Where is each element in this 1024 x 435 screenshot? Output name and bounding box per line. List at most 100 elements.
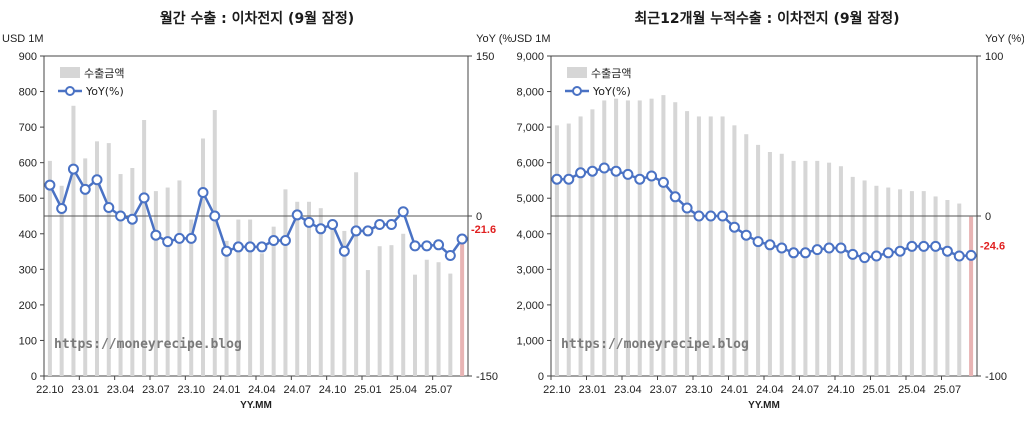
yoy-point [385, 219, 397, 231]
x-tick-label: 24.07 [283, 384, 311, 396]
yoy-point [930, 240, 942, 252]
export-value-bar [236, 219, 241, 376]
yoy-point [740, 229, 752, 241]
yoy-point [268, 235, 280, 247]
x-tick-label: 23.01 [71, 384, 99, 396]
legend-bar-label: 수출금액 [84, 67, 124, 80]
x-tick-label: 23.10 [685, 384, 713, 396]
y-left-tick-label: 500 [19, 193, 37, 205]
export-value-bar [460, 241, 465, 376]
export-value-bar [945, 200, 950, 376]
y-left-tick-label: 600 [19, 158, 37, 170]
yoy-point [563, 173, 575, 185]
chart-title: 최근12개월 누적수출 : 이차전지 (9월 잠정) [634, 10, 899, 27]
y-right-unit-label: YoY (%) [476, 33, 512, 45]
last-yoy-label: -24.6 [980, 240, 1005, 252]
yoy-point [906, 240, 918, 252]
yoy-point [693, 210, 705, 222]
yoy-point [575, 167, 587, 179]
export-value-bar [625, 100, 630, 376]
legend-line-label: YoY(%) [85, 85, 124, 98]
yoy-point [788, 247, 800, 259]
yoy-point [681, 202, 693, 214]
export-value-bar [720, 116, 725, 376]
y-left-tick-label: 900 [19, 51, 37, 63]
watermark-text: https://moneyrecipe.blog [561, 337, 749, 352]
yoy-point [79, 183, 91, 195]
y-left-tick-label: 200 [19, 300, 37, 312]
yoy-point [811, 244, 823, 256]
yoy-point [965, 249, 977, 261]
x-axis-label: YY.MM [240, 400, 272, 411]
x-tick-label: 25.04 [898, 384, 926, 396]
yoy-point [705, 210, 717, 222]
x-tick-label: 22.10 [36, 384, 64, 396]
yoy-point [752, 236, 764, 248]
export-value-bar [673, 102, 678, 376]
y-right-tick-label: -100 [985, 371, 1007, 383]
yoy-point [56, 203, 68, 215]
export-value-bar [118, 174, 123, 376]
export-value-bar [330, 221, 335, 376]
x-tick-label: 24.10 [319, 384, 347, 396]
export-value-bar [377, 246, 382, 376]
export-value-bar [756, 144, 761, 376]
export-value-bar [744, 134, 749, 376]
x-tick-label: 24.01 [721, 384, 749, 396]
yoy-point [327, 219, 339, 231]
yoy-point [646, 170, 658, 182]
legend-bar-label: 수출금액 [591, 67, 631, 80]
legend-bar-swatch [60, 67, 80, 78]
yoy-point [764, 239, 776, 251]
y-left-tick-label: 5,000 [516, 193, 544, 205]
yoy-point [374, 219, 386, 231]
y-left-tick-label: 9,000 [516, 51, 544, 63]
export-value-bar [283, 189, 288, 376]
export-value-bar [224, 240, 229, 376]
export-value-bar [957, 203, 962, 376]
x-tick-label: 23.07 [142, 384, 170, 396]
yoy-point [622, 168, 634, 180]
yoy-point [44, 179, 56, 191]
y-left-unit-label: USD 1M [512, 33, 551, 45]
yoy-point [126, 213, 138, 225]
yoy-point [291, 209, 303, 221]
x-tick-label: 23.04 [614, 384, 642, 396]
export-value-bar [106, 143, 111, 376]
export-value-bar [47, 160, 52, 376]
y-left-tick-label: 700 [19, 122, 37, 134]
yoy-point [728, 221, 740, 233]
export-value-bar [189, 219, 194, 376]
y-left-unit-label: USD 1M [2, 33, 44, 45]
yoy-point [634, 173, 646, 185]
yoy-point [103, 201, 115, 213]
export-value-bar [815, 160, 820, 376]
yoy-point [717, 210, 729, 222]
yoy-point [338, 245, 350, 257]
export-value-bar [637, 100, 642, 376]
yoy-point [244, 241, 256, 253]
yoy-point [315, 223, 327, 235]
x-tick-label: 24.07 [792, 384, 820, 396]
y-right-tick-label: 150 [476, 51, 494, 63]
export-value-bar [661, 95, 666, 376]
export-value-bar [578, 116, 583, 376]
export-value-bar [448, 273, 453, 376]
export-value-bar [436, 262, 441, 376]
yoy-point [444, 249, 456, 261]
x-tick-label: 25.04 [389, 384, 417, 396]
export-value-bar [354, 172, 359, 376]
export-value-bar [142, 120, 147, 376]
yoy-point [303, 216, 315, 228]
export-value-bar [909, 191, 914, 376]
export-value-bar [212, 110, 217, 377]
export-value-bar [898, 189, 903, 376]
x-tick-label: 25.07 [934, 384, 962, 396]
y-right-unit-label: YoY (%) [985, 33, 1024, 45]
legend-line-label: YoY(%) [592, 85, 631, 98]
export-value-bar [862, 180, 867, 376]
x-tick-label: 25.07 [425, 384, 453, 396]
export-value-bar [850, 176, 855, 376]
y-left-tick-label: 8,000 [516, 87, 544, 99]
